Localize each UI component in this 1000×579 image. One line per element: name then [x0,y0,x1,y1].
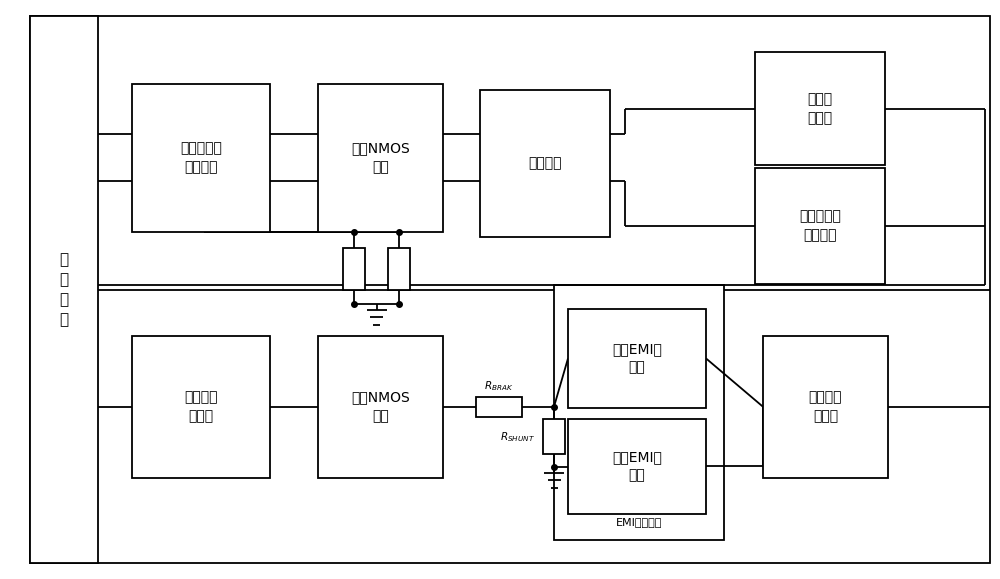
Bar [318,84,443,232]
Bar [132,84,270,232]
Text: 半桥门极
驱动器: 半桥门极 驱动器 [184,391,218,423]
Text: $R_{SHUNT}$: $R_{SHUNT}$ [500,430,535,444]
Bar [30,16,98,563]
Bar [763,336,888,478]
Text: 第一NMOS
开关: 第一NMOS 开关 [351,142,410,174]
Text: $R_{BRAK}$: $R_{BRAK}$ [484,380,513,393]
Text: 磁旋转
编码器: 磁旋转 编码器 [807,93,833,124]
Bar [480,90,610,237]
Bar [543,419,565,454]
Text: 电流感应
放大器: 电流感应 放大器 [809,391,842,423]
Bar [318,336,443,478]
Bar [132,336,270,478]
Bar [476,397,522,417]
Text: 三相智能栏
极驱动器: 三相智能栏 极驱动器 [180,142,222,174]
Text: 直驱电机: 直驱电机 [528,156,562,171]
Text: 第二NMOS
开关: 第二NMOS 开关 [351,391,410,423]
Text: 主
控
制
器: 主 控 制 器 [59,252,69,327]
Bar [554,285,724,540]
Bar [343,248,365,290]
Bar [755,168,885,284]
Bar [755,52,885,165]
Text: EMI滤波模块: EMI滤波模块 [616,517,662,527]
Text: 第二EMI滤
波器: 第二EMI滤 波器 [612,450,662,482]
Text: 线性霍尔效
应传感器: 线性霍尔效 应传感器 [799,210,841,242]
Bar [568,419,706,514]
Bar [388,248,410,290]
Bar [568,309,706,408]
Text: 第一EMI滤
波器: 第一EMI滤 波器 [612,342,662,375]
